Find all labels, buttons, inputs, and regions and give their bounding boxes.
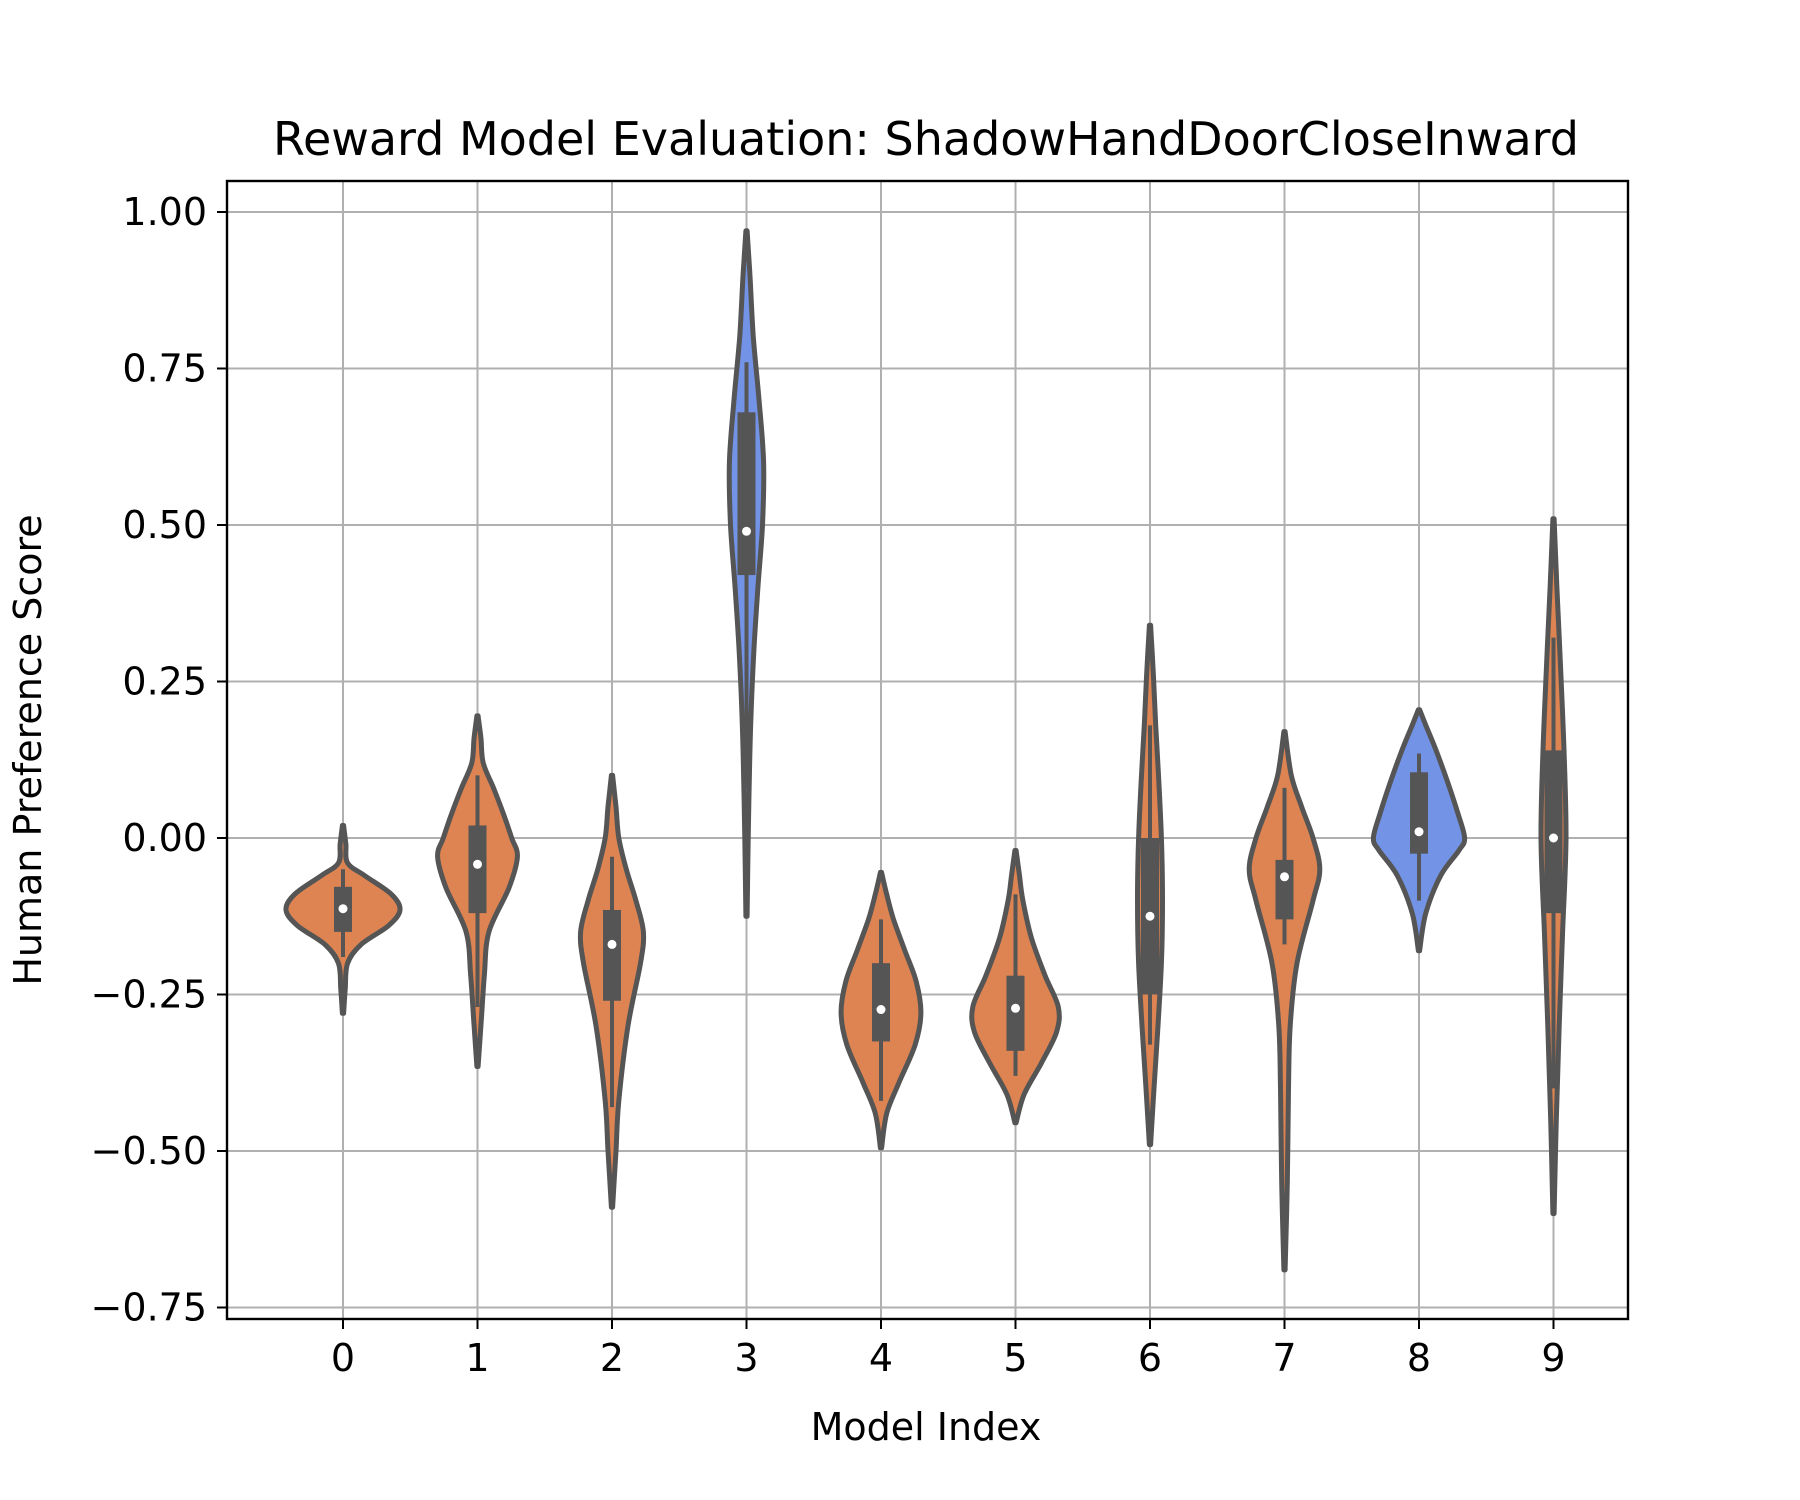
violins xyxy=(283,228,1569,1273)
violin-iqr-box xyxy=(872,963,890,1042)
y-tick-label: −0.75 xyxy=(91,1286,207,1330)
y-tick-label: 0.75 xyxy=(122,347,207,391)
violin-8 xyxy=(1370,707,1468,954)
violin-3 xyxy=(726,228,767,919)
plot-frame xyxy=(225,179,1630,1321)
x-tick-label: 8 xyxy=(1407,1336,1431,1380)
violin-1 xyxy=(435,713,520,1069)
chart-title: Reward Model Evaluation: ShadowHandDoorC… xyxy=(273,112,1579,166)
violin-median-dot xyxy=(473,859,482,869)
violin-7 xyxy=(1246,729,1323,1273)
x-axis-label: Model Index xyxy=(811,1405,1042,1449)
violin-5 xyxy=(969,848,1062,1126)
violin-iqr-box xyxy=(1544,750,1563,914)
violin-iqr-box xyxy=(1410,772,1428,854)
x-tick-label: 6 xyxy=(1138,1336,1162,1380)
violin-iqr-box xyxy=(1275,859,1294,920)
violin-median-dot xyxy=(1145,911,1155,921)
violin-iqr-box xyxy=(603,909,621,1001)
violin-median-dot xyxy=(1414,827,1424,837)
violin-iqr-box xyxy=(468,825,487,914)
violin-6 xyxy=(1135,622,1165,1148)
violin-median-dot xyxy=(876,1005,886,1015)
x-tick-label: 5 xyxy=(1003,1336,1027,1380)
x-tick-label: 2 xyxy=(600,1336,624,1380)
y-tick-label: 1.00 xyxy=(122,190,207,234)
violin-4 xyxy=(838,869,924,1151)
x-tick-label: 7 xyxy=(1272,1336,1296,1380)
violin-iqr-box xyxy=(1006,975,1025,1051)
y-axis-label: Human Preference Score xyxy=(6,514,50,985)
x-axis-ticks: 0 1 2 3 4 5 6 7 8 9 xyxy=(331,1319,1566,1380)
violin-median-dot xyxy=(1549,833,1558,843)
violin-2 xyxy=(577,772,647,1210)
violin-median-dot xyxy=(1011,1003,1020,1013)
y-tick-label: 0.50 xyxy=(122,503,207,547)
x-tick-label: 3 xyxy=(734,1336,758,1380)
x-tick-label: 0 xyxy=(331,1336,355,1380)
y-tick-label: −0.50 xyxy=(91,1129,207,1173)
x-tick-label: 4 xyxy=(869,1336,893,1380)
violin-median-dot xyxy=(607,939,617,949)
violin-iqr-box xyxy=(737,412,756,576)
violin-median-dot xyxy=(742,526,751,536)
violin-0 xyxy=(283,823,403,1016)
violin-median-dot xyxy=(338,904,348,914)
violin-9 xyxy=(1538,516,1569,1217)
x-tick-label: 9 xyxy=(1541,1336,1565,1380)
y-tick-label: 0.25 xyxy=(122,660,207,704)
y-tick-label: −0.25 xyxy=(91,973,207,1017)
violin-body xyxy=(1246,729,1323,1273)
y-tick-label: 0.00 xyxy=(122,816,207,860)
y-axis-ticks: 1.00 0.75 0.50 0.25 0.00 −0.25 −0.50 −0.75 xyxy=(91,190,227,1330)
x-tick-label: 1 xyxy=(465,1336,489,1380)
violin-median-dot xyxy=(1280,872,1289,882)
